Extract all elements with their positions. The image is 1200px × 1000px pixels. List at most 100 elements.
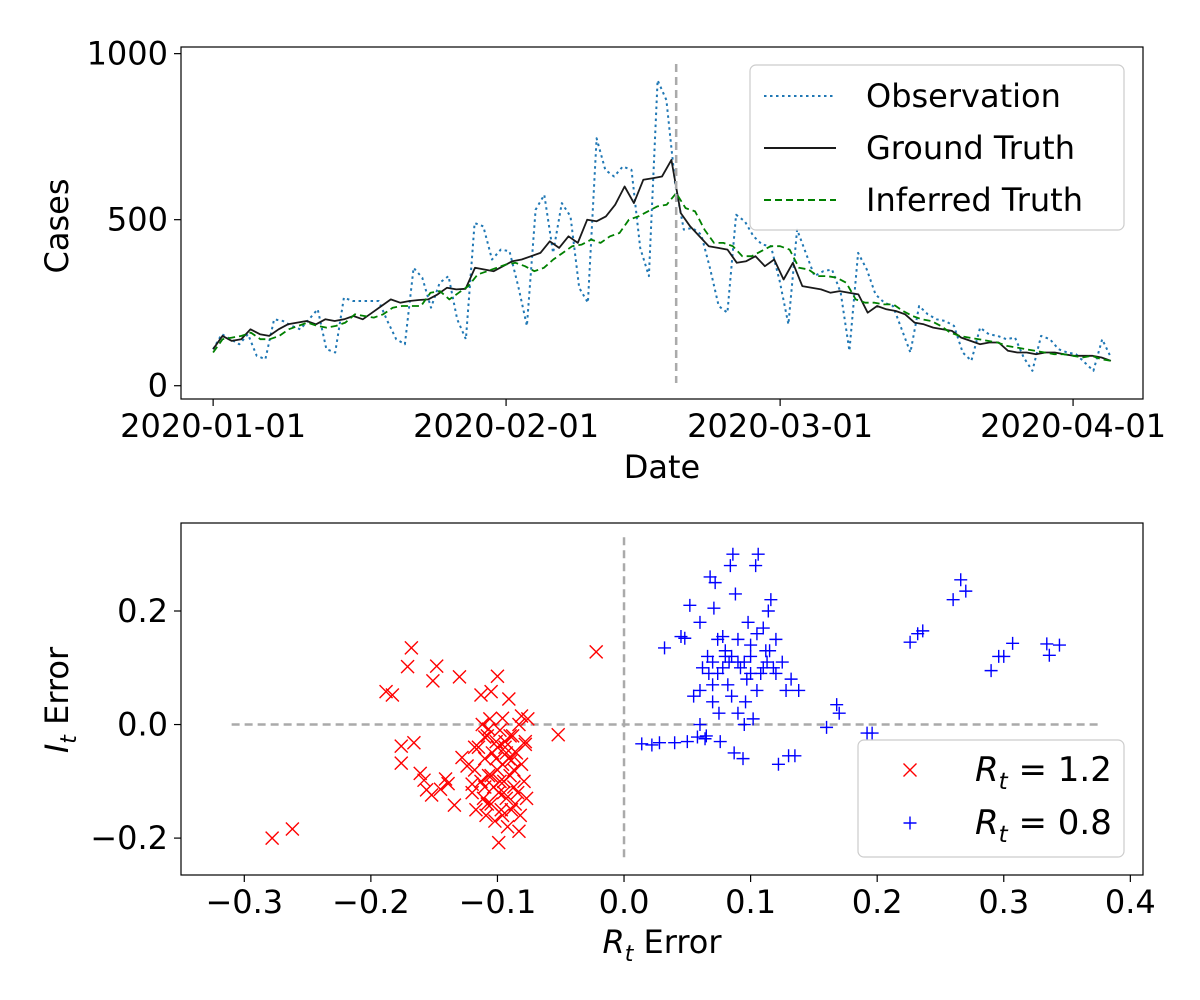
scatter-point-1-56 xyxy=(489,734,504,749)
scatter-point-2-25 xyxy=(726,547,740,561)
scatter-point-1-59 xyxy=(492,723,507,738)
scatter-point-1-10 xyxy=(417,773,432,788)
scatter-point-1-65 xyxy=(500,819,515,834)
scatter-point-1-90 xyxy=(480,797,495,812)
timeseries-legend: Observation Ground Truth Inferred Truth xyxy=(749,64,1125,231)
timeseries-axes-frame xyxy=(180,46,1144,400)
scatter-point-2-3 xyxy=(658,641,672,655)
scatter-point-1-74 xyxy=(511,717,526,732)
scatter-point-2-82 xyxy=(725,649,739,663)
x-tick-label-1: 2020-02-01 xyxy=(413,407,599,445)
scatter-point-2-31 xyxy=(739,695,753,709)
scatter-point-1-27 xyxy=(484,684,499,699)
scatter-point-1-82 xyxy=(490,740,505,755)
scatter-point-1-50 xyxy=(481,768,496,783)
scatter-point-1-15 xyxy=(433,782,448,797)
scatter-point-2-69 xyxy=(693,683,707,697)
scatter-point-1-20 xyxy=(455,750,469,765)
scatter-point-2-93 xyxy=(740,672,754,686)
y-tick-label-2: 0.2 xyxy=(117,592,168,630)
scatter-point-1-78 xyxy=(518,734,533,749)
scatter-plot-area xyxy=(231,537,1099,861)
scatter-point-2-87 xyxy=(711,632,725,646)
scatter-point-2-65 xyxy=(1006,636,1020,650)
scatter-point-1-29 xyxy=(491,835,506,850)
scatter-point-2-34 xyxy=(746,712,760,726)
scatter-legend: Rt = 1.2 Rt = 0.8 xyxy=(857,739,1125,858)
y-tick-label-2: 1000 xyxy=(87,35,168,73)
scatter-point-2-74 xyxy=(725,689,739,703)
legend-label-2: Rt = 0.8 xyxy=(975,803,1112,848)
scatter-point-1-18 xyxy=(447,798,462,813)
scatter-point-1-38 xyxy=(551,727,566,742)
timeseries-legend-entries: Observation Ground Truth Inferred Truth xyxy=(764,77,1083,219)
timeseries-plot-area xyxy=(212,64,1112,383)
scatter-point-1-81 xyxy=(484,768,499,783)
series-line-3 xyxy=(212,192,1112,362)
scatter-point-2-49 xyxy=(788,749,802,763)
legend-marker-2 xyxy=(903,816,917,830)
scatter-point-2-94 xyxy=(702,666,716,680)
scatter-point-1-4 xyxy=(394,739,409,754)
scatter-point-2-61 xyxy=(959,584,973,598)
x-tick-label-4: 0.1 xyxy=(725,883,776,921)
y-tick-label-1: 500 xyxy=(107,201,168,239)
scatter-point-1-2 xyxy=(379,684,394,699)
scatter-point-2-27 xyxy=(728,587,742,601)
legend-label-1: Rt = 1.2 xyxy=(975,750,1112,795)
scatter-point-1-69 xyxy=(505,728,520,743)
scatter-point-1-77 xyxy=(517,774,532,789)
scatter-point-2-35 xyxy=(749,559,763,573)
scatter-point-1-76 xyxy=(514,757,529,772)
scatter-point-2-26 xyxy=(727,746,741,760)
scatter-point-2-14 xyxy=(701,649,715,663)
scatter-point-2-55 xyxy=(865,726,879,740)
scatter-point-2-88 xyxy=(750,627,764,641)
legend-marker-1 xyxy=(903,763,917,777)
scatter-point-1-6 xyxy=(400,659,415,674)
scatter-point-1-8 xyxy=(406,735,421,750)
scatter-point-1-88 xyxy=(499,745,514,760)
scatter-point-1-13 xyxy=(425,673,440,688)
scatter-point-2-67 xyxy=(1042,648,1056,662)
scatter-point-2-51 xyxy=(820,720,834,734)
scatter-y-axis-label: It Error xyxy=(38,646,82,753)
scatter-point-2-66 xyxy=(1040,637,1054,651)
scatter-legend-entries: Rt = 1.2 Rt = 0.8 xyxy=(903,750,1112,848)
scatter-point-2-38 xyxy=(756,621,770,635)
scatter-point-1-21 xyxy=(460,758,475,773)
scatter-point-1-35 xyxy=(511,824,526,839)
scatter-point-1-89 xyxy=(489,751,504,766)
scatter-point-1-17 xyxy=(441,776,456,791)
scatter-point-1-55 xyxy=(487,814,502,829)
scatter-point-1-42 xyxy=(468,802,483,817)
scatter-point-1-24 xyxy=(473,688,488,703)
scatter-point-1-45 xyxy=(475,717,490,732)
scatter-point-2-78 xyxy=(750,683,764,697)
scatter-point-1-72 xyxy=(509,745,524,760)
x-tick-label-5: 0.2 xyxy=(852,883,903,921)
scatter-point-2-50 xyxy=(792,683,806,697)
scatter-point-2-68 xyxy=(1052,638,1066,652)
scatter-point-1-49 xyxy=(480,728,495,743)
scatter-point-1-47 xyxy=(477,751,492,766)
scatter-point-1-12 xyxy=(424,787,439,802)
timeseries-x-axis-label: Date xyxy=(624,448,700,486)
scatter-point-1-51 xyxy=(482,711,497,726)
scatter-point-2-86 xyxy=(716,661,730,675)
scatter-point-1-14 xyxy=(429,659,444,674)
legend-label-3: Inferred Truth xyxy=(866,181,1083,219)
scatter-point-2-64 xyxy=(997,649,1011,663)
scatter-legend-box xyxy=(857,739,1125,858)
x-tick-label-3: 0.0 xyxy=(599,883,650,921)
scatter-point-2-92 xyxy=(760,655,774,669)
scatter-point-2-12 xyxy=(696,661,710,675)
scatter-point-1-39 xyxy=(589,644,604,659)
scatter-point-2-10 xyxy=(690,730,704,744)
scatter-point-1-25 xyxy=(477,730,492,745)
scatter-point-1-83 xyxy=(496,785,511,800)
scatter-point-1-1 xyxy=(285,822,300,837)
x-tick-label-0: 2020-01-01 xyxy=(120,407,306,445)
scatter-point-2-52 xyxy=(830,698,844,712)
